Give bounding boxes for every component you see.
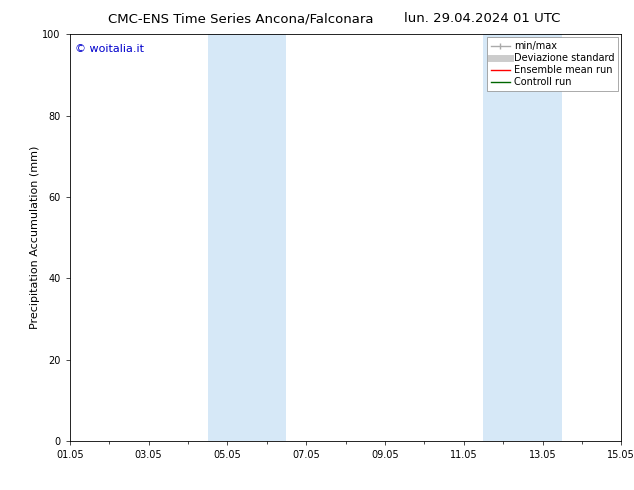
Text: CMC-ENS Time Series Ancona/Falconara: CMC-ENS Time Series Ancona/Falconara bbox=[108, 12, 373, 25]
Text: lun. 29.04.2024 01 UTC: lun. 29.04.2024 01 UTC bbox=[404, 12, 560, 25]
Bar bbox=[483, 34, 562, 441]
Bar bbox=[207, 34, 287, 441]
Legend: min/max, Deviazione standard, Ensemble mean run, Controll run: min/max, Deviazione standard, Ensemble m… bbox=[487, 37, 618, 91]
Y-axis label: Precipitation Accumulation (mm): Precipitation Accumulation (mm) bbox=[30, 146, 39, 329]
Text: © woitalia.it: © woitalia.it bbox=[75, 45, 145, 54]
